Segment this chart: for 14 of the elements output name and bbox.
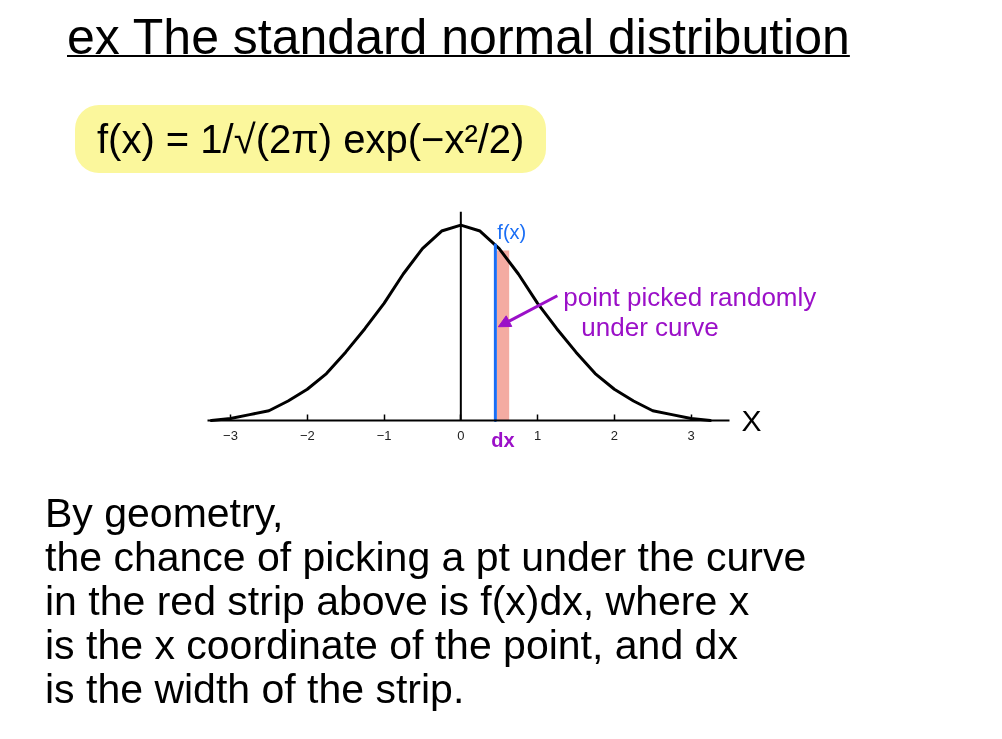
text: By geometry, the chance of picking a pt under the curve in the red strip above is f(x)dx, where x is the x coordinate of the point, and dx is the width of the strip.: [44, 489, 807, 712]
x-tick-label: 3: [687, 427, 695, 443]
chart-title: ex The standard normal distribution: [66, 8, 850, 65]
x-tick-label: −3: [223, 427, 238, 443]
x-tick-label: 0: [457, 427, 465, 443]
x-axis-title: X: [741, 404, 762, 437]
annotation: point picked randomly under curve: [563, 281, 817, 342]
x-tick-label: 2: [610, 427, 618, 443]
x-tick-label: −2: [299, 427, 315, 443]
series-label: f(x): [497, 220, 527, 243]
x-tick-label: −1: [376, 427, 392, 443]
annotation: dx: [491, 428, 515, 451]
x-tick-label: 1: [533, 427, 542, 443]
chart-subtitle: f(x) = 1/√(2π) exp(−x²/2): [75, 105, 547, 173]
